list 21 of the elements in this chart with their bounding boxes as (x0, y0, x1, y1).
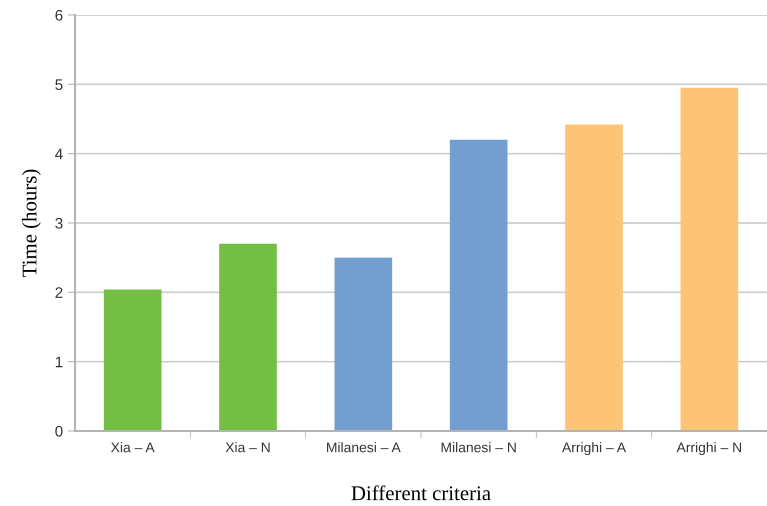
y-tick-label: 6 (55, 10, 63, 21)
y-tick-label: 3 (55, 218, 63, 229)
x-tick-label: Milanesi – A (327, 442, 401, 452)
x-tick-label: Xia – N (226, 442, 270, 452)
x-tick-label: Arrighi – A (562, 442, 626, 456)
bar (334, 258, 392, 431)
y-tick-label: 0 (55, 426, 63, 437)
y-tick-label: 2 (55, 287, 62, 298)
bar (565, 124, 623, 431)
bar (219, 244, 277, 431)
y-tick-label: 1 (56, 356, 62, 368)
bar (680, 88, 738, 431)
y-tick-label: 4 (55, 148, 63, 160)
x-tick-label: Arrighi – N (676, 442, 742, 456)
bar (104, 290, 162, 431)
y-tick-label: 5 (55, 79, 63, 90)
bar (450, 140, 508, 431)
x-tick-label: Milanesi – N (442, 442, 516, 452)
x-axis-title: Different criteria (352, 485, 491, 500)
y-axis-title: Time (hours) (22, 170, 41, 277)
x-tick-label: Xia – A (110, 442, 155, 452)
